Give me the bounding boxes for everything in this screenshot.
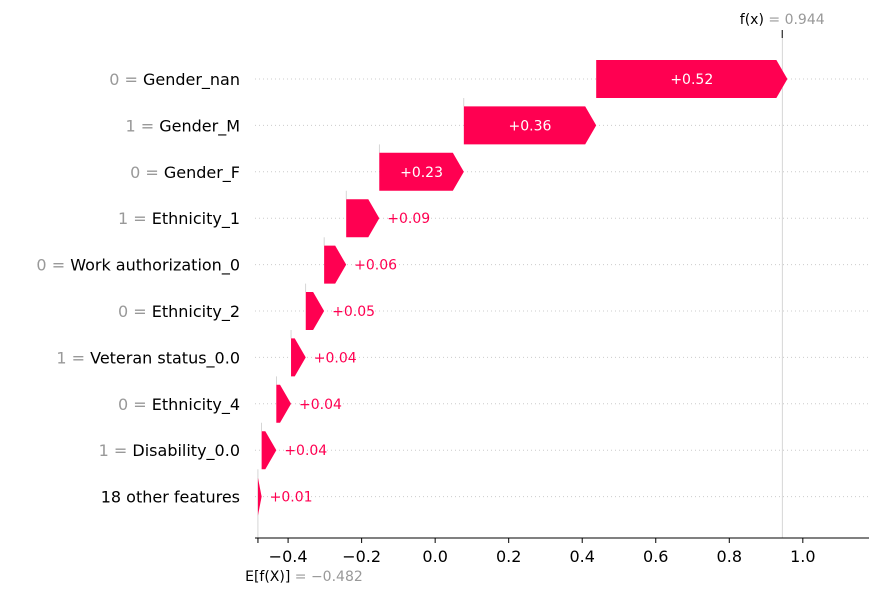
base-value-eq: =	[290, 569, 311, 585]
feature-name: Gender_M	[159, 116, 240, 136]
waterfall-bar	[305, 292, 325, 330]
waterfall-bar	[346, 199, 380, 238]
x-axis: −0.4 −0.2 0.0 0.2 0.4 0.6 0.8 1.0	[255, 537, 869, 566]
x-tick-label: 1.0	[790, 547, 815, 566]
feature-name: Ethnicity_4	[152, 395, 240, 415]
bar-value-label: +0.01	[270, 490, 313, 506]
feature-label: 18 other features	[101, 488, 240, 507]
feature-label: 0 = Ethnicity_2	[118, 302, 240, 322]
bar-value-label: +0.04	[299, 397, 342, 413]
x-tick-label: −0.4	[269, 547, 308, 566]
waterfall-bar	[379, 152, 464, 191]
feature-name: 18 other features	[101, 488, 240, 507]
x-tick-label: 0.8	[717, 547, 742, 566]
feature-name: Ethnicity_1	[152, 209, 240, 229]
x-tick-label: −0.2	[342, 547, 381, 566]
waterfall-bar	[257, 477, 262, 516]
feature-name: Ethnicity_2	[152, 302, 240, 322]
feature-label: 1 = Ethnicity_1	[118, 209, 240, 229]
bar-value-label: +0.52	[670, 72, 713, 88]
base-value-label: E[f(X)] = −0.482	[245, 569, 363, 585]
feature-value: 1 =	[118, 209, 152, 228]
waterfall-bar	[291, 338, 306, 377]
feature-name: Veteran status_0.0	[90, 348, 240, 368]
feature-value: 1 =	[99, 441, 133, 460]
waterfall-bar	[261, 431, 277, 470]
feature-value: 0 =	[109, 70, 143, 89]
base-value-number: −0.482	[311, 569, 363, 585]
bar-value-label: +0.09	[387, 211, 430, 227]
feature-name: Work authorization_0	[70, 256, 240, 276]
output-value-number: 0.944	[785, 12, 825, 28]
feature-label: 0 = Gender_nan	[109, 70, 240, 90]
output-value-label: f(x) = 0.944	[740, 12, 825, 28]
feature-label: 0 = Ethnicity_4	[118, 395, 240, 415]
feature-label: 1 = Gender_M	[125, 116, 240, 136]
x-tick-label: 0.0	[422, 547, 447, 566]
bar-value-label: +0.36	[509, 118, 552, 134]
feature-value: 0 =	[118, 302, 152, 321]
feature-labels: 0 = Gender_nan 1 = Gender_M 0 = Gender_F 1 …	[36, 70, 240, 507]
feature-value: 1 =	[125, 116, 159, 135]
feature-value: 0 =	[36, 256, 70, 275]
feature-name: Gender_nan	[143, 70, 240, 90]
x-tick-label: 0.2	[496, 547, 521, 566]
bar-value-label: +0.04	[314, 350, 357, 366]
output-value-eq: =	[764, 12, 785, 28]
feature-label: 1 = Disability_0.0	[99, 441, 240, 461]
waterfall-bar	[463, 106, 597, 145]
feature-value: 0 =	[118, 395, 152, 414]
feature-name: Gender_F	[164, 163, 240, 183]
x-tick-label: 0.6	[643, 547, 668, 566]
bar-value-label: +0.23	[400, 165, 443, 181]
feature-label: 1 = Veteran status_0.0	[56, 348, 240, 368]
bar-value-label: +0.05	[332, 304, 375, 320]
base-value-symbol: E[f(X)]	[245, 569, 290, 585]
x-tick-label: 0.4	[569, 547, 594, 566]
feature-value: 0 =	[130, 163, 164, 182]
feature-label: 0 = Work authorization_0	[36, 256, 240, 276]
feature-name: Disability_0.0	[132, 441, 240, 461]
bar-value-label: +0.04	[284, 443, 327, 459]
bars: +0.52 +0.36 +0.23 +0.09 +0.06 +0.05 +0.04 +0.04…	[257, 60, 788, 516]
feature-value: 1 =	[56, 348, 90, 367]
feature-label: 0 = Gender_F	[130, 163, 240, 183]
waterfall-bar	[596, 60, 788, 98]
waterfall-bar	[324, 245, 347, 284]
waterfall-bar	[276, 384, 292, 423]
output-value-symbol: f(x)	[740, 12, 764, 28]
bar-value-label: +0.06	[354, 258, 397, 274]
